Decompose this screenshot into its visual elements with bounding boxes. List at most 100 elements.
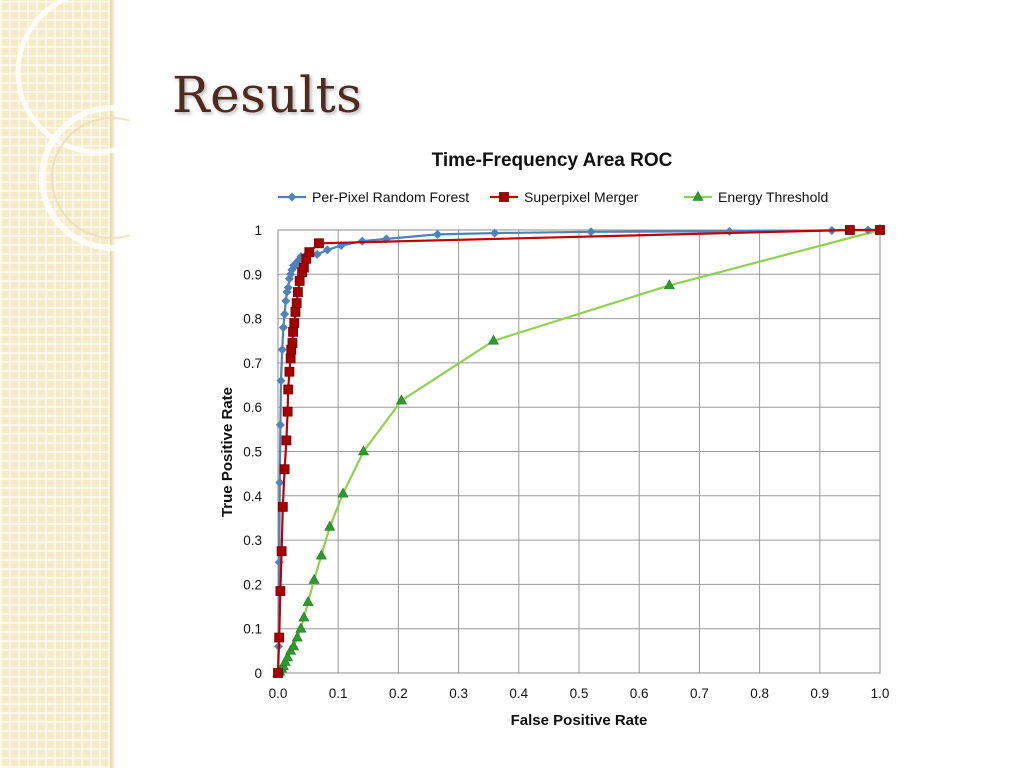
data-point bbox=[286, 269, 296, 279]
legend-marker bbox=[287, 192, 297, 202]
data-point bbox=[277, 345, 287, 355]
data-point bbox=[357, 445, 369, 456]
data-point bbox=[291, 631, 303, 642]
y-tick-label: 0.7 bbox=[243, 356, 262, 371]
data-point bbox=[283, 283, 293, 293]
data-point bbox=[279, 464, 290, 475]
plot-border bbox=[277, 229, 881, 674]
decorative-ring-lower bbox=[39, 105, 130, 251]
data-point bbox=[276, 546, 287, 557]
y-tick-label: 0.5 bbox=[243, 445, 262, 460]
data-point bbox=[324, 520, 336, 531]
data-point bbox=[274, 632, 285, 643]
x-tick-label: 0.3 bbox=[449, 686, 468, 701]
data-point bbox=[287, 265, 297, 275]
x-tick-label: 0.8 bbox=[750, 686, 769, 701]
y-tick-label: 0.3 bbox=[243, 533, 262, 548]
x-tick-label: 0.4 bbox=[509, 686, 528, 701]
data-point bbox=[275, 420, 285, 430]
data-point bbox=[278, 322, 288, 332]
x-tick-label: 1.0 bbox=[871, 686, 890, 701]
data-point bbox=[284, 366, 295, 377]
data-point bbox=[395, 394, 407, 405]
x-tick-label: 0.7 bbox=[690, 686, 709, 701]
data-point bbox=[875, 225, 885, 235]
x-tick-label: 0.6 bbox=[630, 686, 649, 701]
data-point bbox=[292, 287, 303, 297]
decorative-ring-lower-inner bbox=[51, 117, 130, 239]
chart-gridlines bbox=[277, 229, 881, 674]
y-tick-label: 1 bbox=[254, 223, 262, 238]
data-point bbox=[273, 668, 283, 678]
legend-label: Superpixel Merger bbox=[524, 189, 639, 205]
y-tick-label: 0.6 bbox=[243, 400, 262, 415]
data-point bbox=[298, 611, 310, 622]
decorative-side-panel bbox=[0, 0, 113, 768]
data-point bbox=[490, 228, 500, 238]
data-point bbox=[845, 225, 855, 235]
y-tick-label: 0.4 bbox=[243, 489, 262, 504]
data-point bbox=[314, 238, 324, 249]
y-axis-label: True Positive Rate bbox=[219, 387, 236, 517]
x-tick-label: 0.0 bbox=[269, 686, 288, 701]
plot-area bbox=[272, 223, 886, 678]
legend-label: Energy Threshold bbox=[718, 189, 828, 205]
data-point bbox=[295, 622, 307, 633]
data-point bbox=[298, 262, 309, 273]
legend-item: Energy Threshold bbox=[684, 189, 828, 205]
data-point bbox=[433, 229, 443, 239]
data-point bbox=[282, 406, 293, 417]
chart-legend: Per-Pixel Random Forest Superpixel Merger… bbox=[278, 189, 828, 205]
data-point bbox=[277, 501, 288, 512]
series-per-pixel-random-forest bbox=[273, 225, 885, 678]
data-point bbox=[288, 326, 298, 337]
data-point bbox=[291, 298, 302, 308]
legend-item: Superpixel Merger bbox=[490, 189, 639, 205]
data-point bbox=[285, 353, 296, 364]
y-tick-label: 0.9 bbox=[243, 267, 262, 282]
side-panel-edge bbox=[110, 0, 115, 768]
data-point bbox=[725, 226, 734, 236]
data-point bbox=[586, 227, 596, 237]
data-point bbox=[290, 260, 300, 270]
data-point bbox=[294, 276, 305, 286]
x-tick-label: 0.5 bbox=[570, 686, 589, 701]
x-axis-label: False Positive Rate bbox=[511, 712, 648, 729]
data-point bbox=[337, 487, 349, 498]
data-point bbox=[304, 247, 315, 258]
data-point bbox=[289, 318, 300, 328]
data-point bbox=[275, 478, 285, 488]
data-point bbox=[315, 549, 327, 560]
y-axis-ticks: 0 0.1 0.2 0.3 0.4 0.5 0.6 0.7 0.8 0.9 1 bbox=[243, 223, 262, 681]
data-point bbox=[276, 376, 286, 386]
legend-item: Per-Pixel Random Forest bbox=[278, 189, 469, 205]
legend-marker bbox=[692, 190, 704, 201]
data-point bbox=[288, 640, 300, 651]
x-tick-label: 0.2 bbox=[389, 686, 408, 701]
data-point bbox=[280, 309, 290, 319]
data-point bbox=[274, 557, 284, 567]
data-point bbox=[312, 249, 322, 259]
y-tick-label: 0 bbox=[254, 666, 262, 681]
data-point bbox=[302, 596, 314, 606]
legend-marker bbox=[499, 192, 509, 202]
x-tick-label: 0.9 bbox=[810, 686, 829, 701]
data-point bbox=[287, 338, 298, 348]
decorative-ring-upper bbox=[15, 0, 130, 155]
y-tick-label: 0.2 bbox=[243, 577, 262, 592]
x-tick-label: 0.1 bbox=[329, 686, 348, 701]
data-point bbox=[281, 435, 292, 446]
legend-label: Per-Pixel Random Forest bbox=[312, 189, 469, 205]
data-point bbox=[488, 334, 500, 345]
data-point bbox=[290, 307, 301, 317]
data-point bbox=[281, 296, 291, 306]
data-point bbox=[283, 384, 294, 395]
y-tick-label: 0.8 bbox=[243, 312, 262, 327]
data-point bbox=[275, 586, 286, 596]
data-point bbox=[282, 651, 294, 662]
data-point bbox=[308, 573, 320, 584]
y-tick-label: 0.1 bbox=[243, 622, 262, 637]
decorative-rings bbox=[15, 0, 130, 251]
x-axis-ticks: 0.0 0.1 0.2 0.3 0.4 0.5 0.6 0.7 0.8 0.9 1.0 bbox=[269, 686, 890, 701]
series-superpixel-merger bbox=[273, 225, 885, 678]
